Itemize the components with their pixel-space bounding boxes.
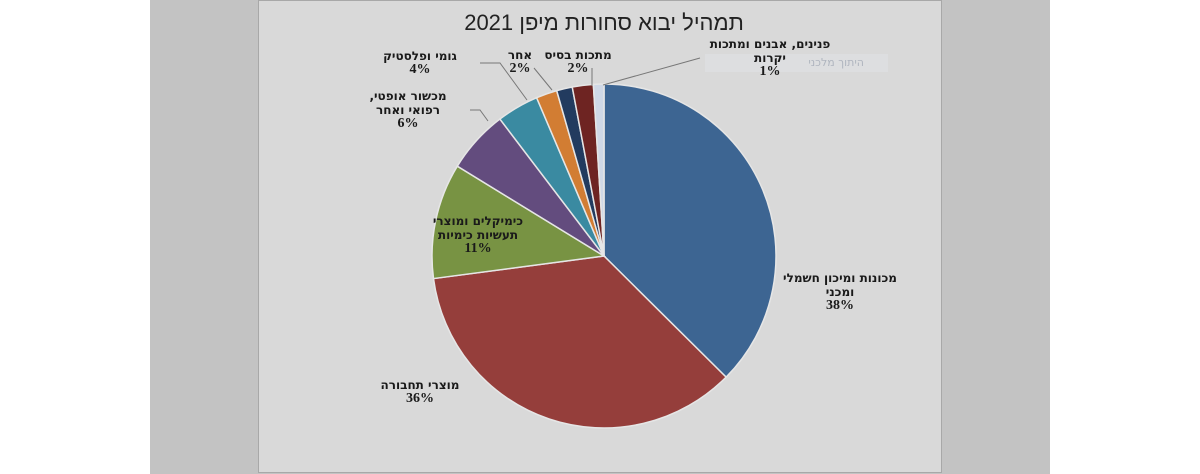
value-label: 4% xyxy=(409,62,431,77)
slice-label: פנינים, אבנים ומתכות יקרות 1% xyxy=(705,37,835,79)
slice-label: מתכות בסיס 2% xyxy=(543,48,613,76)
value-label: 38% xyxy=(826,298,854,313)
value-label: 36% xyxy=(406,391,434,406)
value-label: 6% xyxy=(397,116,419,131)
chart-title: תמהיל יבוא סחורות מיפן 2021 xyxy=(464,10,744,35)
slice-label: אחר 2% xyxy=(500,48,540,76)
slice-label: מכונות ומיכון חשמלי ומכני 38% xyxy=(780,271,900,313)
leader-lines xyxy=(470,57,701,122)
pie-slice xyxy=(592,83,605,257)
leader-line xyxy=(602,57,701,86)
value-label: 2% xyxy=(509,61,531,76)
category-name: מוצרי תחבורה xyxy=(380,378,460,392)
slice-label: כימיקלים ומוצרי תעשיות כימיות 11% xyxy=(418,214,538,256)
pie-slice xyxy=(432,255,728,429)
value-label: 2% xyxy=(567,61,589,76)
category-name: פנינים, אבנים ומתכות יקרות xyxy=(709,37,831,65)
category-name: גומי ופלסטיק xyxy=(383,49,457,63)
category-name: אחר xyxy=(507,48,533,62)
slice-label: מכשור אופטי, רפואי ואחר 6% xyxy=(353,89,463,131)
category-name: מתכות בסיס xyxy=(544,48,612,62)
ghost-tooltip: היתוך מלכני xyxy=(705,54,888,72)
slice-label: מוצרי תחבורה 36% xyxy=(365,378,475,406)
category-name: כימיקלים ומוצרי תעשיות כימיות xyxy=(432,214,524,242)
pie-slice xyxy=(431,165,607,280)
value-label: 1% xyxy=(759,64,781,79)
pie xyxy=(431,83,777,429)
leader-line xyxy=(480,62,528,101)
slice-label: גומי ופלסטיק 4% xyxy=(370,49,470,77)
leader-line xyxy=(470,109,489,122)
leader-line xyxy=(533,67,553,91)
pie-slice xyxy=(603,83,777,379)
category-name: מכונות ומיכון חשמלי ומכני xyxy=(783,271,897,299)
value-label: 11% xyxy=(464,241,492,256)
category-name: מכשור אופטי, רפואי ואחר xyxy=(369,89,447,117)
